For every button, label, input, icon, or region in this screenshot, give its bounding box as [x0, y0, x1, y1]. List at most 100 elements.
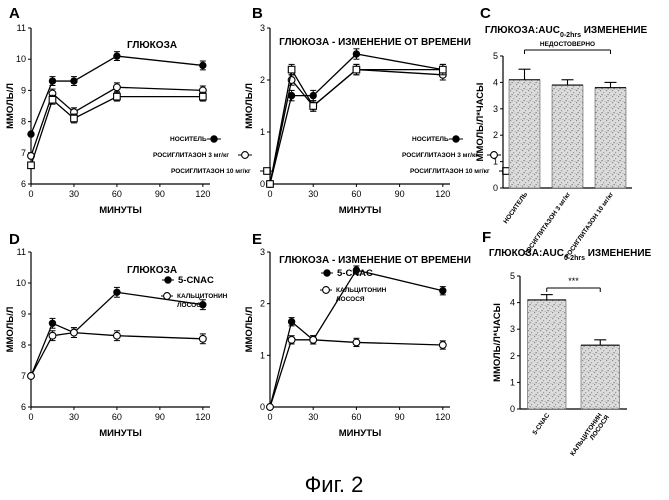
x-tick-label: 90 — [395, 189, 405, 199]
y-tick-label: 2 — [260, 299, 265, 309]
data-point — [49, 332, 56, 339]
x-axis-label: МИНУТЫ — [99, 428, 142, 439]
data-point — [353, 339, 360, 346]
panel-letter: A — [9, 5, 20, 22]
y-axis-label: ММОЛЬ/Л — [244, 306, 255, 352]
data-point — [439, 342, 446, 349]
y-tick-label: 0 — [260, 402, 265, 412]
legend-marker — [211, 136, 217, 142]
y-tick-label: 11 — [17, 247, 26, 257]
x-tick-label: 30 — [308, 189, 318, 199]
x-tick-label: 0 — [267, 189, 272, 199]
panel-letter: E — [252, 231, 262, 248]
y-tick-label: 9 — [21, 85, 26, 95]
chart-title-suffix: ИЗМЕНЕНИЕ — [581, 25, 648, 36]
panel-letter: B — [252, 5, 263, 22]
legend-marker — [164, 293, 171, 300]
chart-title-main: ГЛЮКОЗА:AUC — [485, 25, 560, 36]
chart-panel-e: E01230306090120МИНУТЫММОЛЬ/ЛГЛЮКОЗА - ИЗ… — [244, 231, 471, 439]
bar — [509, 80, 540, 188]
significance-label: НЕДОСТОВЕРНО — [540, 41, 595, 48]
y-tick-label: 2 — [510, 351, 515, 361]
x-tick-label: 120 — [195, 412, 210, 422]
x-axis-label: МИНУТЫ — [99, 205, 142, 216]
y-tick-label: 2 — [260, 75, 265, 85]
y-tick-label: 0 — [260, 179, 265, 189]
significance-label: *** — [568, 276, 579, 286]
y-tick-label: 11 — [17, 23, 26, 33]
data-point — [310, 336, 317, 343]
x-tick-label: 0 — [28, 189, 33, 199]
data-point — [114, 289, 120, 295]
chart-title: ГЛЮКОЗА — [127, 265, 177, 276]
figure-caption: Фиг. 2 — [305, 472, 364, 497]
data-point — [49, 96, 56, 103]
legend-label: ЛОСОСЯ — [177, 302, 206, 309]
x-tick-label: 120 — [435, 412, 450, 422]
data-point — [71, 115, 78, 122]
legend-label: НОСИТЕЛЬ — [412, 136, 449, 143]
data-point — [114, 84, 121, 91]
x-axis-label: МИНУТЫ — [339, 205, 382, 216]
x-axis-label: МИНУТЫ — [339, 428, 382, 439]
y-tick-label: 6 — [21, 179, 26, 189]
y-axis-label: ММОЛЬ/Л — [5, 306, 16, 352]
series-line-3 — [270, 70, 443, 184]
chart-title: ГЛЮКОЗА - ИЗМЕНЕНИЕ ОТ ВРЕМЕНИ — [279, 37, 471, 48]
chart-title: ГЛЮКОЗА — [127, 40, 177, 51]
data-point — [71, 78, 77, 84]
data-point — [310, 103, 317, 110]
y-tick-label: 0 — [510, 404, 515, 414]
y-tick-label: 1 — [510, 377, 515, 387]
y-tick-label: 7 — [21, 148, 26, 158]
data-point — [199, 335, 206, 342]
data-point — [49, 320, 55, 326]
legend-marker — [453, 136, 459, 142]
legend-label: НОСИТЕЛЬ — [170, 136, 207, 143]
x-tick-label: 60 — [112, 412, 122, 422]
chart-title-suffix: ИЗМЕНЕНИЕ — [585, 248, 652, 259]
panel-letter: D — [9, 231, 20, 248]
data-point — [28, 373, 35, 380]
y-axis-label: ММОЛЬ/Л — [5, 83, 16, 129]
legend-marker — [242, 152, 249, 159]
x-tick-label: 30 — [69, 412, 79, 422]
y-tick-label: 3 — [260, 247, 265, 257]
data-point — [440, 66, 447, 73]
y-tick-label: 5 — [493, 51, 498, 61]
legend-label: РОСИГЛИТАЗОН 3 мг/кг — [153, 152, 229, 159]
y-tick-label: 1 — [260, 127, 265, 137]
y-axis-label: ММОЛЬ/Л*ЧАСЫ — [492, 303, 503, 382]
chart-panel-a: A678910110306090120МИНУТЫММОЛЬ/ЛГЛЮКОЗАН… — [5, 5, 274, 216]
data-point — [310, 92, 316, 98]
data-point — [353, 51, 359, 57]
x-tick-label: 30 — [69, 189, 79, 199]
legend-marker — [323, 287, 330, 294]
data-point — [114, 53, 120, 59]
x-tick-label: 30 — [308, 412, 318, 422]
x-tick-label: 0 — [267, 412, 272, 422]
x-tick-label: 60 — [112, 189, 122, 199]
x-tick-label: 120 — [435, 189, 450, 199]
data-point — [200, 62, 206, 68]
chart-title-sub: 0-2hrs — [560, 32, 581, 39]
y-tick-label: 4 — [493, 77, 498, 87]
x-tick-label: 0 — [28, 412, 33, 422]
y-tick-label: 8 — [21, 117, 26, 127]
data-point — [28, 131, 34, 137]
panel-letter: F — [482, 229, 491, 246]
legend-marker — [165, 277, 171, 283]
series-line-2 — [270, 70, 443, 184]
legend-label: 5-CNAC — [178, 275, 214, 286]
data-point — [267, 181, 274, 188]
y-tick-label: 3 — [493, 104, 498, 114]
legend-marker — [264, 168, 271, 175]
legend-label: РОСИГЛИТАЗОН 3 мг/кг — [402, 152, 478, 159]
x-tick-label: 60 — [351, 189, 361, 199]
bar — [595, 88, 626, 188]
panel-letter: C — [480, 5, 491, 22]
series-line-2 — [270, 340, 443, 407]
y-axis-label: ММОЛЬ/Л*ЧАСЫ — [475, 83, 486, 162]
y-tick-label: 2 — [493, 130, 498, 140]
bar — [527, 300, 566, 409]
